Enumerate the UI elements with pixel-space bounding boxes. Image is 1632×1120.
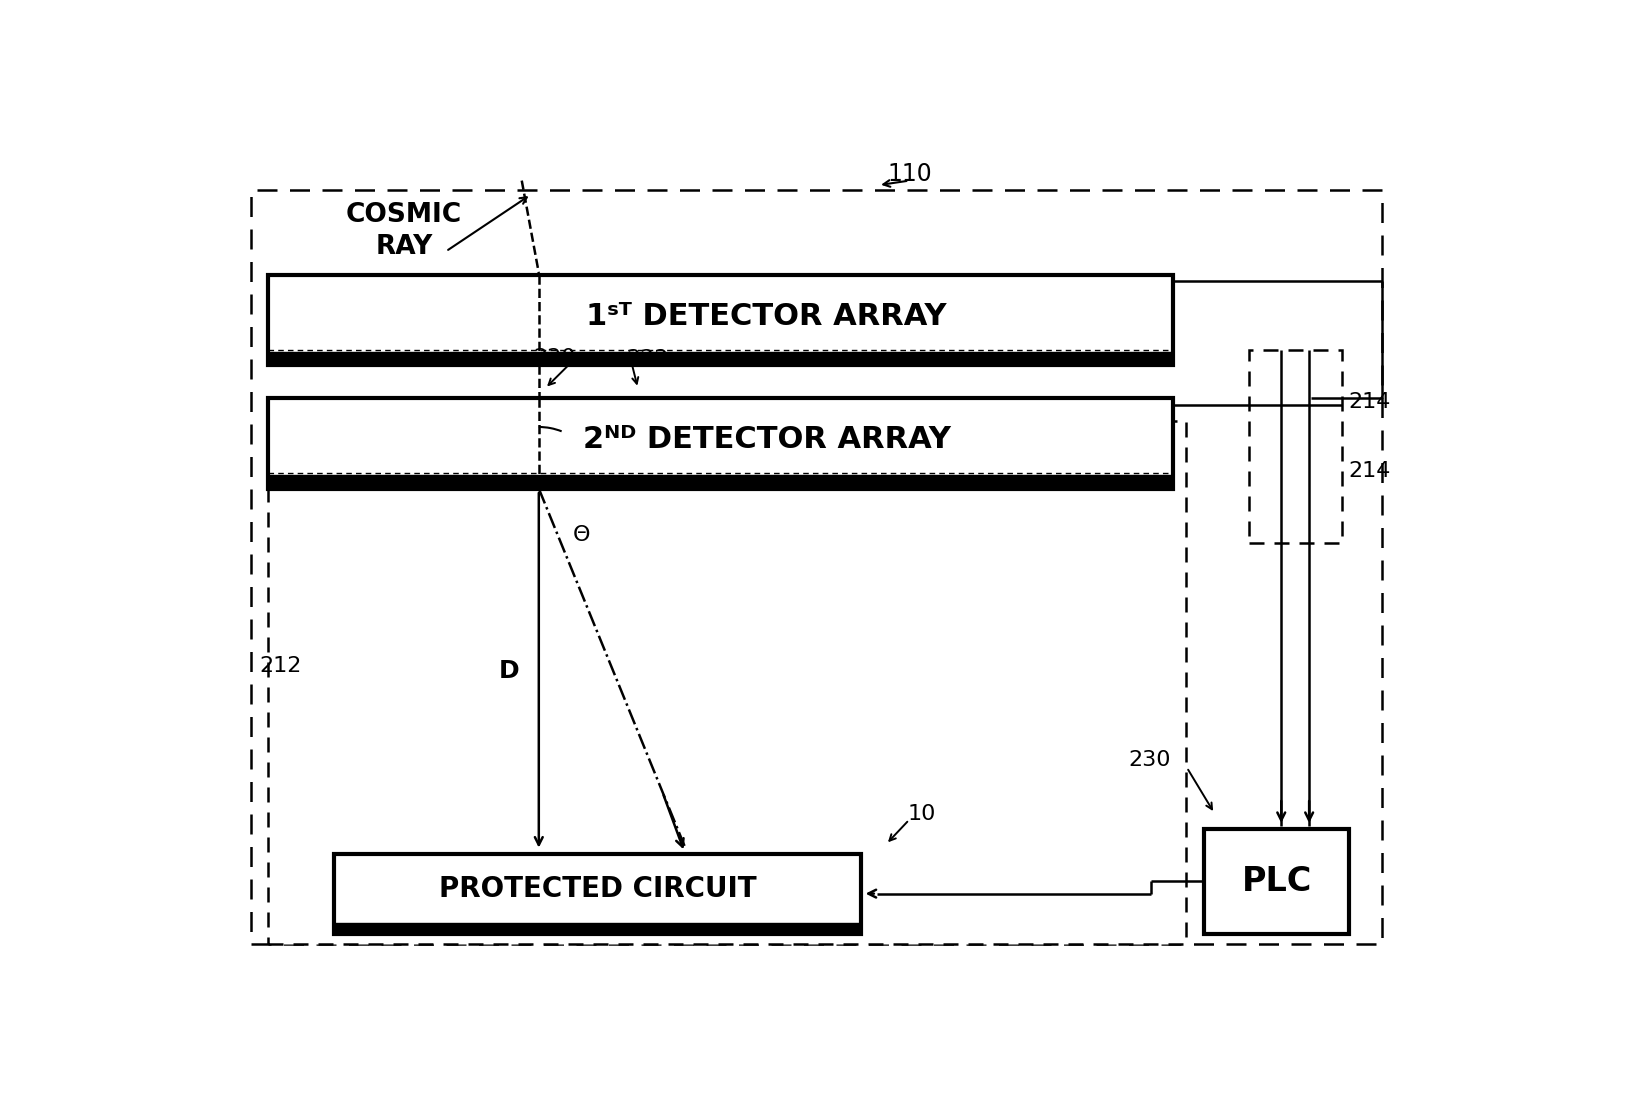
Bar — [250, 189, 1382, 944]
Text: 212: 212 — [259, 655, 302, 675]
Text: 214: 214 — [1348, 392, 1390, 412]
Text: 214: 214 — [1348, 461, 1390, 482]
Text: 10: 10 — [907, 803, 937, 823]
Bar — [268, 475, 1173, 488]
Bar — [268, 421, 1186, 944]
Text: 1ˢᵀ DETECTOR ARRAY: 1ˢᵀ DETECTOR ARRAY — [586, 301, 947, 330]
Bar — [268, 274, 1173, 365]
Text: 2ᴺᴰ DETECTOR ARRAY: 2ᴺᴰ DETECTOR ARRAY — [583, 424, 950, 454]
Bar — [268, 398, 1173, 488]
Bar — [1248, 349, 1342, 542]
Text: 220: 220 — [534, 347, 576, 367]
Text: 110: 110 — [888, 162, 932, 186]
Bar — [335, 853, 862, 934]
Bar — [335, 923, 862, 934]
Text: Θ: Θ — [573, 525, 591, 544]
Text: 230: 230 — [1129, 749, 1172, 769]
Text: 222: 222 — [627, 349, 669, 370]
Text: PLC: PLC — [1242, 865, 1312, 898]
Bar — [268, 352, 1173, 365]
Bar — [1204, 829, 1350, 934]
Text: PROTECTED CIRCUIT: PROTECTED CIRCUIT — [439, 875, 757, 903]
Text: COSMIC
RAY: COSMIC RAY — [346, 203, 462, 260]
Text: D: D — [499, 659, 519, 683]
